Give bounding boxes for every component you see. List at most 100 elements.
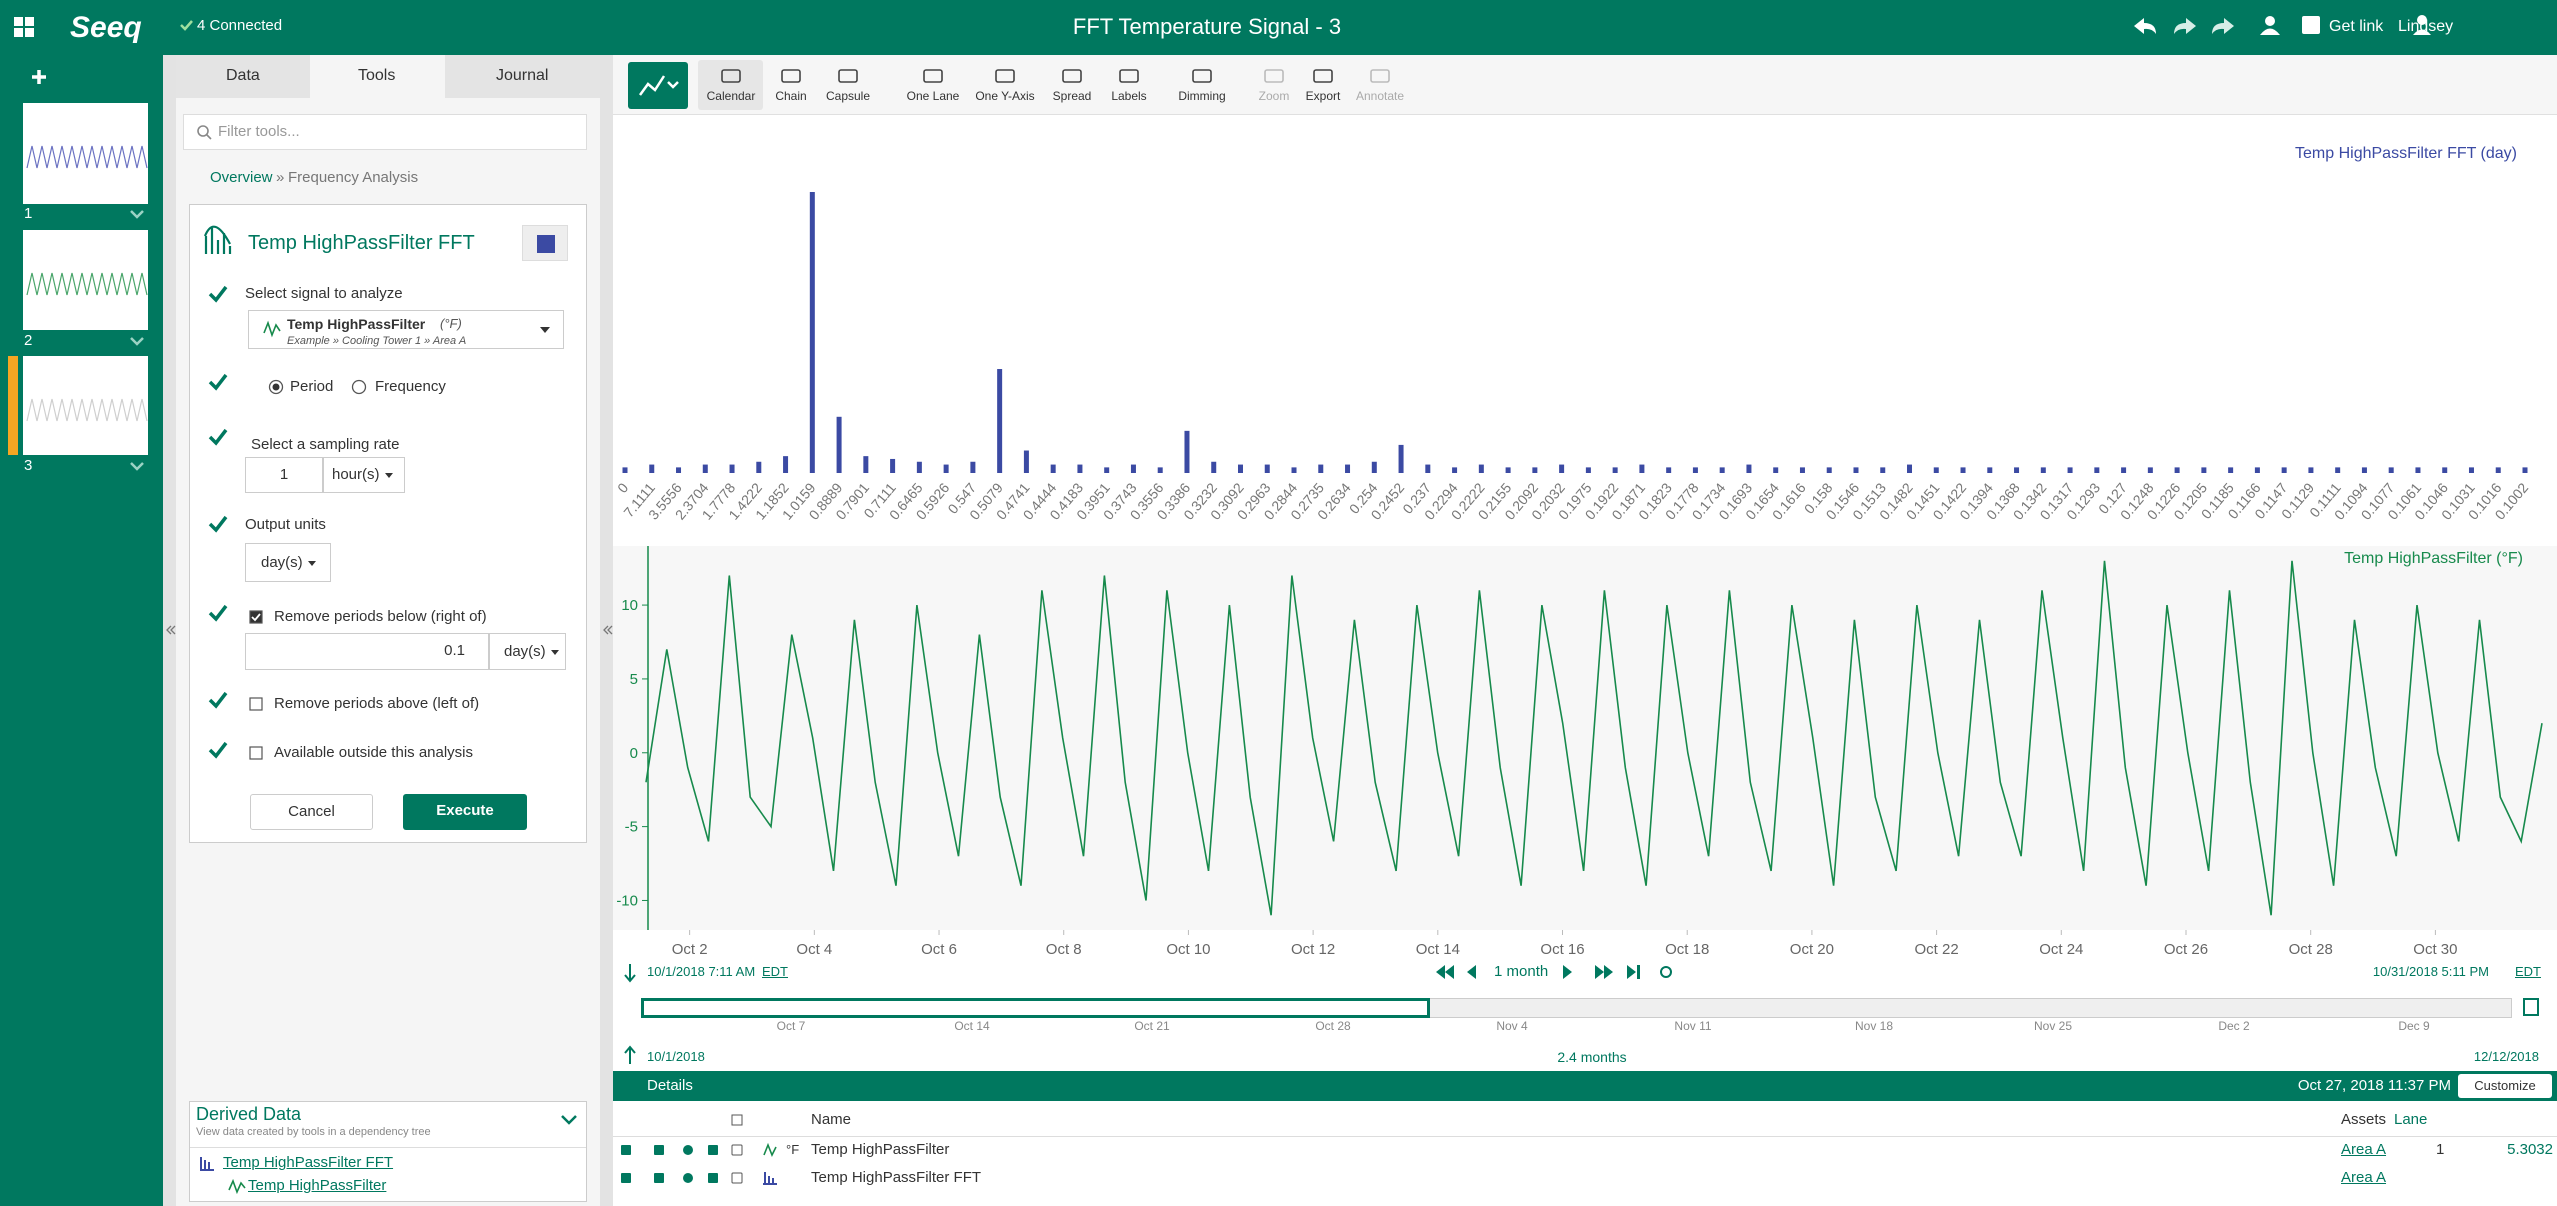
tab-active[interactable] xyxy=(310,55,445,98)
radio-label[interactable]: Frequency xyxy=(375,378,446,395)
tool-title[interactable]: Temp HighPassFilter FFT xyxy=(248,232,475,254)
link-icon[interactable] xyxy=(2302,16,2320,34)
customize-button[interactable]: Customize xyxy=(2458,1074,2552,1098)
row-action-icon[interactable] xyxy=(708,1173,718,1183)
worksheet-title[interactable]: FFT Temperature Signal - 3 xyxy=(1072,14,1342,39)
logo[interactable]: Seeq xyxy=(70,11,142,44)
color-picker[interactable] xyxy=(522,225,568,261)
checkbox[interactable] xyxy=(249,610,263,624)
derived-item[interactable]: Temp HighPassFilter FFT xyxy=(223,1154,394,1171)
undo-icon[interactable] xyxy=(2134,18,2156,34)
checkbox-label[interactable]: Available outside this analysis xyxy=(274,744,474,761)
get-link[interactable]: Get link xyxy=(2329,18,2384,35)
column-header[interactable]: Name xyxy=(811,1111,852,1128)
column-header[interactable]: Lane xyxy=(2394,1111,2428,1128)
cancel-button[interactable]: Cancel xyxy=(250,794,373,830)
chevron-icon[interactable] xyxy=(130,462,144,471)
collapse-icon[interactable] xyxy=(166,625,176,635)
row-action-icon[interactable] xyxy=(683,1173,693,1183)
row-name[interactable]: Temp HighPassFilter FFT xyxy=(811,1169,982,1186)
toolbar-button[interactable]: Chain xyxy=(775,89,806,103)
apps-icon[interactable] xyxy=(14,28,23,37)
apps-icon[interactable] xyxy=(14,17,23,26)
toolbar-button[interactable]: Capsule xyxy=(826,89,870,103)
step-to-end-button[interactable] xyxy=(1627,965,1640,979)
tab-label[interactable]: Data xyxy=(226,67,260,84)
tab[interactable] xyxy=(176,55,310,98)
checkbox[interactable] xyxy=(249,746,263,760)
splitter[interactable] xyxy=(600,55,613,1206)
remove-below-unit-select[interactable]: day(s) xyxy=(489,633,566,670)
step-back-button[interactable] xyxy=(1467,965,1476,979)
collapse-bar[interactable] xyxy=(163,55,176,1206)
overview-end[interactable]: 12/12/2018 xyxy=(2473,1049,2539,1064)
tab-label[interactable]: Journal xyxy=(496,67,549,84)
row-action-icon[interactable] xyxy=(683,1145,693,1155)
row-name[interactable]: Temp HighPassFilter xyxy=(811,1141,950,1158)
overview-selection[interactable] xyxy=(641,998,1430,1018)
filter-input[interactable] xyxy=(183,114,587,150)
checkbox-label[interactable]: Remove periods above (left of) xyxy=(274,695,480,712)
radio-label[interactable]: Period xyxy=(290,378,334,395)
checkbox[interactable] xyxy=(249,697,263,711)
step-forward-full-button[interactable] xyxy=(1595,965,1613,979)
toolbar-button[interactable]: Dimming xyxy=(1178,89,1225,103)
chevron-icon[interactable] xyxy=(130,337,144,346)
refresh-button[interactable] xyxy=(1660,966,1672,978)
user-menu[interactable]: Lindsey xyxy=(2398,18,2454,35)
derived-item[interactable]: Temp HighPassFilter xyxy=(248,1177,387,1194)
radio[interactable] xyxy=(351,379,367,395)
step-selector[interactable]: 1 month xyxy=(1494,963,1549,980)
column-header[interactable]: Assets xyxy=(2341,1111,2387,1128)
apps-icon[interactable] xyxy=(25,28,34,37)
toolbar-button[interactable]: One Y-Axis xyxy=(975,89,1034,103)
apps-icon[interactable] xyxy=(25,17,34,26)
toolbar-button[interactable]: Calendar xyxy=(707,89,756,103)
row-asset[interactable]: Area A xyxy=(2341,1169,2387,1186)
sampling-input[interactable] xyxy=(245,457,323,493)
add-worksheet-icon[interactable] xyxy=(32,70,46,84)
tab-label[interactable]: Tools xyxy=(358,67,396,84)
step-back-full-button[interactable] xyxy=(1436,965,1454,979)
details-title[interactable]: Details xyxy=(647,1077,693,1094)
signal-select[interactable] xyxy=(248,310,564,349)
timezone[interactable]: EDT xyxy=(762,964,788,979)
row-action-icon[interactable] xyxy=(654,1173,664,1183)
timezone[interactable]: EDT xyxy=(2515,964,2541,979)
remove-below-input[interactable] xyxy=(245,633,489,670)
end-date[interactable]: 10/31/2018 5:11 PM xyxy=(2372,964,2489,979)
toolbar-button[interactable]: Labels xyxy=(1111,89,1146,103)
row-action-icon[interactable] xyxy=(621,1173,631,1183)
tab[interactable] xyxy=(445,55,600,98)
row-action-icon[interactable] xyxy=(708,1145,718,1155)
step-forward-button[interactable] xyxy=(1563,965,1572,979)
row-action-icon[interactable] xyxy=(731,1144,743,1156)
users-icon[interactable] xyxy=(2265,16,2275,26)
start-date[interactable]: 10/1/2018 7:11 AM xyxy=(647,964,756,979)
checkbox-label[interactable]: Remove periods below (right of) xyxy=(274,608,487,625)
overview-icon[interactable] xyxy=(2523,998,2539,1016)
overview-start[interactable]: 10/1/2018 xyxy=(647,1049,705,1064)
row-action-icon[interactable] xyxy=(621,1145,631,1155)
toolbar-button[interactable]: Export xyxy=(1306,89,1341,103)
user-icon[interactable] xyxy=(2417,15,2427,25)
row-action-icon[interactable] xyxy=(731,1172,743,1184)
toolbar-button[interactable]: Zoom xyxy=(1259,89,1290,103)
trend-icon[interactable] xyxy=(638,75,666,96)
share-icon[interactable] xyxy=(2212,18,2234,34)
execute-button[interactable]: Execute xyxy=(403,794,527,830)
toolbar-button[interactable]: Spread xyxy=(1053,89,1092,103)
row-action-icon[interactable] xyxy=(654,1145,664,1155)
redo-icon[interactable] xyxy=(2174,18,2196,34)
collapse-chevron[interactable] xyxy=(561,1115,577,1125)
breadcrumb-link[interactable]: Overview xyxy=(210,169,273,186)
row-asset[interactable]: Area A xyxy=(2341,1141,2387,1158)
header-checkbox[interactable] xyxy=(731,1114,743,1126)
connection-status[interactable]: 4 Connected xyxy=(197,17,283,34)
toolbar-button[interactable]: One Lane xyxy=(907,89,960,103)
collapse-icon[interactable] xyxy=(603,625,613,635)
output-unit-select[interactable]: day(s) xyxy=(245,543,331,582)
toolbar-button[interactable]: Annotate xyxy=(1356,89,1404,103)
sampling-unit-select[interactable]: hour(s) xyxy=(323,457,405,493)
chevron-icon[interactable] xyxy=(130,210,144,219)
